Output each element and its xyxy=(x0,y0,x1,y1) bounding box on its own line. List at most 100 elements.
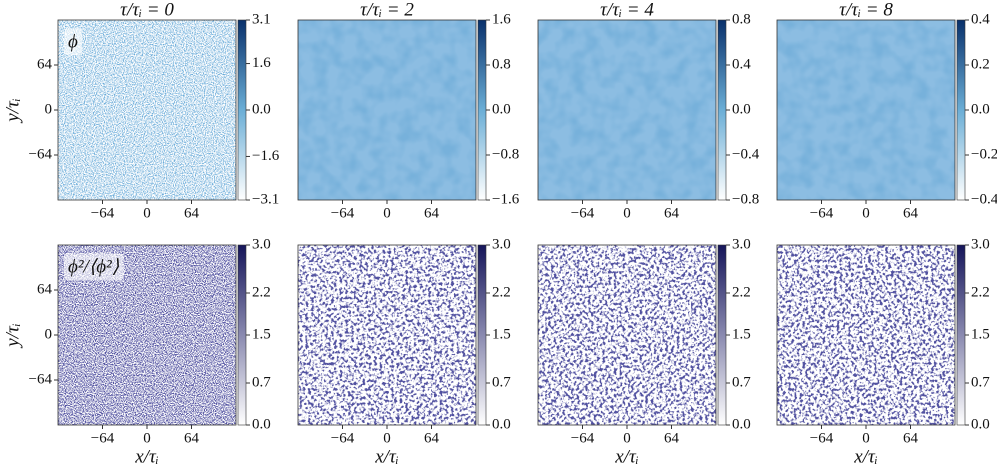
colorbar-tick-label: 0.0 xyxy=(971,101,990,117)
colorbar-tick-label: −0.4 xyxy=(732,146,760,162)
colorbar-tick-label: 0.0 xyxy=(252,416,271,432)
panel-title: τ/τᵢ = 4 xyxy=(600,0,654,20)
y-tick-label: 0 xyxy=(45,101,53,117)
colorbar-tick-label: 2.2 xyxy=(492,284,511,300)
colorbar-tick-label: −0.8 xyxy=(732,191,759,207)
x-tick-label: 64 xyxy=(664,430,680,446)
y-axis-label: y/τᵢ xyxy=(2,323,23,349)
colorbar xyxy=(477,19,487,201)
colorbar-tick-label: 0.4 xyxy=(732,56,751,72)
colorbar-tick-label: −1.6 xyxy=(492,191,520,207)
y-tick-label: 64 xyxy=(37,56,53,72)
x-tick-label: 0 xyxy=(862,430,870,446)
x-tick-label: 64 xyxy=(424,205,440,221)
heatmap-field xyxy=(538,20,716,200)
colorbar-tick-label: 0.7 xyxy=(971,374,990,390)
panel-annotation: ϕ xyxy=(68,31,78,52)
colorbar xyxy=(956,244,966,426)
x-tick-label: 64 xyxy=(424,430,440,446)
colorbar-tick-label: 0.8 xyxy=(492,56,511,72)
panel: −64 0 64 x/τᵢ 0.0 0.7 1.5 2.2 3.0 xyxy=(297,236,511,467)
x-axis-label: x/τᵢ xyxy=(374,446,399,467)
y-tick-label: −64 xyxy=(29,371,53,387)
panel-title: τ/τᵢ = 8 xyxy=(839,0,893,20)
colorbar-tick-label: −1.6 xyxy=(252,148,280,164)
y-axis-label: y/τᵢ xyxy=(2,98,23,124)
x-tick-label: −64 xyxy=(810,430,834,446)
x-tick-label: 0 xyxy=(862,205,870,221)
colorbar xyxy=(717,19,727,201)
panel: τ/τᵢ = 0 ϕ −64 0 64 −64 0 64 y/τᵢ −3.1 −1.6 0.0 1.6 3… xyxy=(2,0,279,221)
heatmap-field xyxy=(58,20,236,200)
x-tick-label: 64 xyxy=(664,205,680,221)
panel: τ/τᵢ = 4 −64 0 64 −0.8 −0.4 0.0 0.4 0.8 xyxy=(537,0,760,221)
heatmap-field xyxy=(777,245,955,425)
colorbar xyxy=(237,244,247,426)
y-tick-label: 64 xyxy=(37,281,53,297)
annotation-box xyxy=(64,253,124,281)
colorbar-tick-label: 1.5 xyxy=(492,326,511,342)
heatmap-field xyxy=(298,245,476,425)
panel: τ/τᵢ = 2 −64 0 64 −1.6 −0.8 0.0 0.8 1.6 xyxy=(297,0,520,221)
colorbar-tick-label: 3.1 xyxy=(252,11,271,27)
y-tick-label: 0 xyxy=(45,326,53,342)
colorbar-tick-label: 0.0 xyxy=(492,101,511,117)
colorbar-tick-label: 2.2 xyxy=(252,284,271,300)
x-axis-label: x/τᵢ xyxy=(134,446,159,467)
panel: −64 0 64 x/τᵢ 0.0 0.7 1.5 2.2 3.0 xyxy=(537,236,751,467)
colorbar-tick-label: 0.0 xyxy=(971,416,990,432)
heatmap-field xyxy=(777,20,955,200)
panel-title: τ/τᵢ = 0 xyxy=(120,0,174,20)
colorbar-tick-label: 3.0 xyxy=(732,236,751,252)
x-tick-label: 0 xyxy=(383,430,391,446)
x-tick-label: −64 xyxy=(331,430,355,446)
x-tick-label: 64 xyxy=(184,430,200,446)
colorbar-tick-label: 2.2 xyxy=(732,284,751,300)
x-axis-label: x/τᵢ xyxy=(614,446,639,467)
panel: −64 0 64 x/τᵢ 0.0 0.7 1.5 2.2 3.0 xyxy=(776,236,990,467)
panel: ϕ²/⟨ϕ²⟩ −64 0 64 −64 0 64 x/τᵢ y/τᵢ 0.0 0.7 1.5 2.2 3… xyxy=(2,236,271,467)
colorbar-tick-label: 1.5 xyxy=(252,326,271,342)
colorbar-tick-label: 0.0 xyxy=(732,416,751,432)
colorbar-tick-label: 3.0 xyxy=(252,236,271,252)
colorbar-tick-label: 3.0 xyxy=(971,236,990,252)
colorbar-tick-label: 1.6 xyxy=(252,55,271,71)
colorbar-tick-label: 0.8 xyxy=(732,11,751,27)
colorbar-tick-label: −0.4 xyxy=(971,191,997,207)
x-tick-label: 64 xyxy=(903,430,919,446)
colorbar xyxy=(477,244,487,426)
x-tick-label: −64 xyxy=(331,205,355,221)
colorbar xyxy=(237,19,247,201)
x-tick-label: 0 xyxy=(143,205,151,221)
colorbar-tick-label: 0.7 xyxy=(252,374,271,390)
annotation-box xyxy=(64,28,82,56)
colorbar-tick-label: 0.0 xyxy=(732,101,751,117)
colorbar-tick-label: 1.5 xyxy=(971,326,990,342)
heatmap-field xyxy=(298,20,476,200)
colorbar-tick-label: 0.7 xyxy=(732,374,751,390)
y-tick-label: −64 xyxy=(29,146,53,162)
panel: τ/τᵢ = 8 −64 0 64 −0.4 −0.2 0.0 0.2 0.4 xyxy=(776,0,997,221)
colorbar-tick-label: 0.4 xyxy=(971,11,990,27)
panel-title: τ/τᵢ = 2 xyxy=(360,0,414,20)
colorbar-tick-label: 0.0 xyxy=(252,101,271,117)
colorbar-tick-label: −0.8 xyxy=(492,146,519,162)
x-tick-label: 64 xyxy=(184,205,200,221)
x-tick-label: 64 xyxy=(903,205,919,221)
colorbar-tick-label: 1.5 xyxy=(732,326,751,342)
x-tick-label: −64 xyxy=(571,430,595,446)
colorbar-tick-label: −0.2 xyxy=(971,146,997,162)
colorbar xyxy=(717,244,727,426)
x-tick-label: 0 xyxy=(623,205,631,221)
x-tick-label: 0 xyxy=(383,205,391,221)
colorbar-tick-label: 0.0 xyxy=(492,416,511,432)
colorbar-tick-label: 0.2 xyxy=(971,56,990,72)
x-tick-label: −64 xyxy=(571,205,595,221)
x-tick-label: −64 xyxy=(91,205,115,221)
colorbar-tick-label: 1.6 xyxy=(492,11,511,27)
panel-annotation: ϕ²/⟨ϕ²⟩ xyxy=(68,256,120,277)
colorbar-tick-label: 3.0 xyxy=(492,236,511,252)
x-tick-label: 0 xyxy=(143,430,151,446)
x-tick-label: −64 xyxy=(810,205,834,221)
